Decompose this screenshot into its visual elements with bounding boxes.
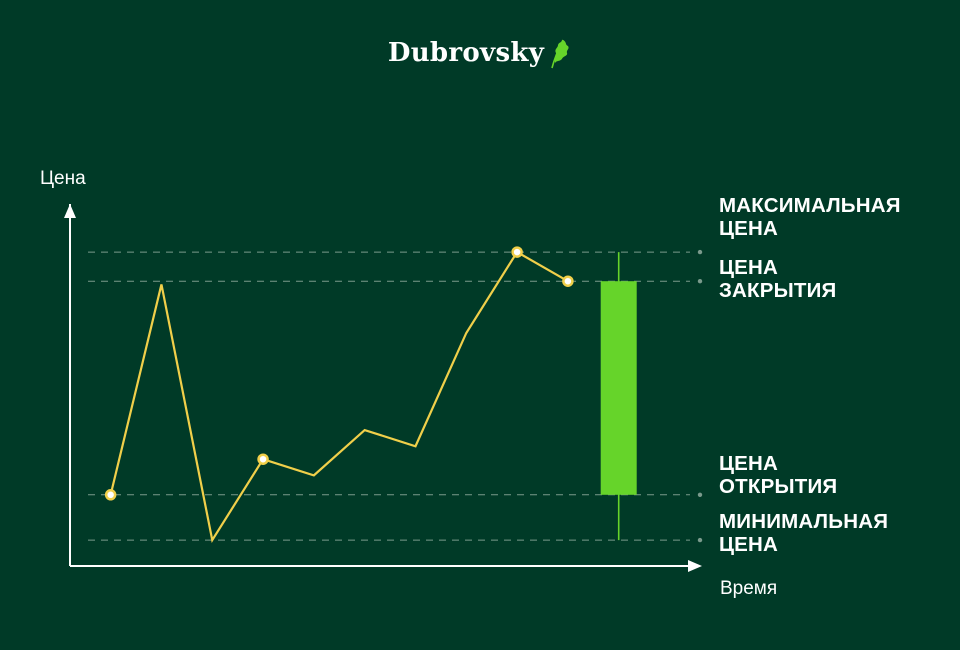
guide-dot-high — [697, 249, 703, 255]
price-point — [562, 275, 574, 287]
guide-dot-low — [697, 537, 703, 543]
low-price-label-line: МИНИМАЛЬНАЯ — [719, 510, 889, 533]
low-price-label: МИНИМАЛЬНАЯ ЦЕНА — [719, 510, 888, 556]
high-price-label-line: МАКСИМАЛЬНАЯ — [719, 194, 901, 217]
brand-logo: Dubrovsky — [0, 36, 960, 70]
y-axis-arrow — [64, 204, 76, 218]
guide-dot-close — [697, 279, 703, 284]
open-price-label: ЦЕНА ОТКРЫТИЯ — [719, 452, 837, 498]
close-price-label-line: ЦЕНА — [719, 256, 779, 279]
price-point — [104, 489, 117, 501]
y-axis-label: Цена — [40, 168, 86, 189]
oak-leaf-icon — [551, 39, 569, 69]
guide-dot-open — [697, 492, 703, 497]
low-price-label-line: ЦЕНА — [719, 533, 779, 556]
candle-body — [600, 281, 637, 495]
high-price-label-line: ЦЕНА — [719, 217, 779, 240]
close-price-label: ЦЕНА ЗАКРЫТИЯ — [719, 256, 837, 302]
x-axis-arrow — [688, 560, 702, 572]
price-point — [511, 246, 523, 258]
x-axis-label: Время — [720, 578, 778, 599]
brand-name: Dubrovsky — [387, 38, 545, 68]
price-line — [109, 250, 569, 544]
close-price-label-line: ЗАКРЫТИЯ — [719, 279, 837, 302]
open-price-label-line: ЦЕНА — [719, 452, 779, 475]
high-price-label: МАКСИМАЛЬНАЯ ЦЕНА — [719, 194, 901, 240]
price-point — [257, 453, 269, 465]
open-price-label-line: ОТКРЫТИЯ — [719, 475, 838, 498]
